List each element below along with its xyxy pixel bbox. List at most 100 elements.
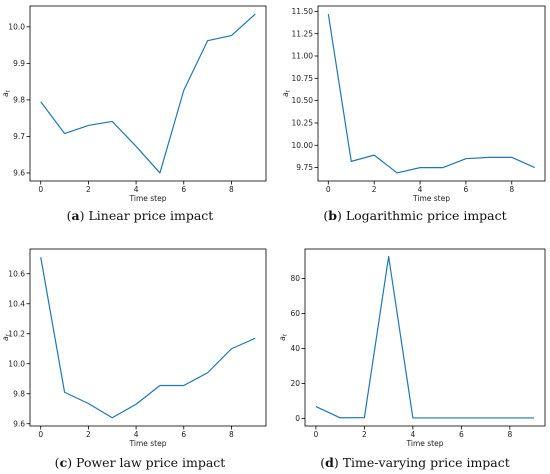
y-tick-label: 9.9 (13, 59, 25, 68)
data-point (112, 417, 113, 418)
y-tick-label: 20 (290, 379, 300, 388)
data-point (442, 167, 443, 168)
chart-panel-b: 0 2 4 6 8 9.75 10.00 10.25 10.50 10.75 11.00 11.25 1… (281, 5, 546, 223)
data-point (388, 256, 389, 257)
y-tick-label: 9.6 (13, 169, 25, 178)
x-axis-label: Time step (406, 439, 444, 448)
y-axis-label: at (1, 333, 12, 341)
x-tick-label: 0 (326, 185, 331, 194)
data-point (488, 157, 489, 158)
data-point (159, 385, 160, 386)
y-tick-label: 9.8 (13, 95, 25, 104)
data-point (419, 167, 420, 168)
panel-caption: (d) Time-varying price impact (320, 455, 510, 470)
data-point (255, 338, 256, 339)
data-point (159, 172, 160, 173)
data-point (509, 417, 510, 418)
data-point (40, 257, 41, 258)
y-tick-label: 10.6 (8, 269, 25, 278)
y-tick-label: 11.50 (292, 7, 314, 16)
data-point (412, 417, 413, 418)
panel-caption: (b) Logarithmic price impact (323, 208, 506, 223)
x-tick-label: 6 (464, 185, 469, 194)
data-point (112, 121, 113, 122)
chart-panel-c: 0 2 4 6 8 9.6 9.8 10.0 10.2 10.4 10.6 Time step at (c… (1, 248, 267, 470)
x-tick-label: 2 (372, 185, 377, 194)
data-point (461, 417, 462, 418)
data-point (207, 40, 208, 41)
x-tick-label: 2 (362, 430, 367, 439)
x-tick-label: 4 (418, 185, 423, 194)
x-tick-label: 6 (181, 430, 186, 439)
x-tick-label: 6 (181, 185, 186, 194)
y-tick-label: 9.7 (13, 132, 25, 141)
x-tick-label: 8 (509, 185, 514, 194)
y-tick-label: 11.00 (292, 52, 314, 61)
series-line (327, 13, 535, 174)
data-point (88, 125, 89, 126)
series-line (40, 13, 256, 174)
data-point (534, 167, 535, 168)
data-point (437, 417, 438, 418)
data-point (135, 146, 136, 147)
x-axis-label: Time step (129, 194, 167, 203)
data-point (364, 417, 365, 418)
y-tick-label: 10.4 (8, 299, 25, 308)
y-axis-label: at (1, 89, 12, 97)
data-point (64, 392, 65, 393)
x-tick-label: 0 (38, 430, 43, 439)
data-point (397, 172, 398, 173)
series-line (315, 255, 535, 419)
x-tick-label: 2 (86, 185, 91, 194)
data-point (533, 417, 534, 418)
data-point (231, 35, 232, 36)
x-tick-label: 4 (134, 185, 139, 194)
x-tick-label: 0 (38, 185, 43, 194)
data-point (511, 157, 512, 158)
series-line (40, 257, 256, 419)
y-tick-label: 10.0 (8, 22, 25, 31)
x-tick-label: 4 (134, 430, 139, 439)
panel-caption: (a) Linear price impact (67, 208, 214, 223)
y-tick-label: 10.50 (292, 96, 314, 105)
data-point (88, 403, 89, 404)
y-tick-label: 10.75 (292, 74, 314, 83)
x-tick-label: 8 (229, 430, 234, 439)
data-point (231, 348, 232, 349)
x-tick-label: 0 (314, 430, 319, 439)
plot-frame (29, 5, 267, 182)
plot-frame (304, 248, 546, 427)
y-tick-label: 10.00 (292, 141, 314, 150)
data-point (374, 155, 375, 156)
plot-frame (317, 5, 546, 182)
data-point (315, 406, 316, 407)
y-tick-label: 9.8 (13, 389, 25, 398)
y-tick-label: 60 (290, 309, 300, 318)
y-tick-label: 9.6 (13, 419, 25, 428)
data-point (351, 161, 352, 162)
y-tick-label: 10.0 (8, 359, 25, 368)
x-tick-label: 6 (459, 430, 464, 439)
y-tick-label: 40 (290, 344, 300, 353)
x-axis-label: Time step (412, 194, 450, 203)
plot-frame (29, 248, 267, 427)
y-tick-label: 0 (295, 414, 300, 423)
data-point (255, 13, 256, 14)
y-tick-label: 10.25 (292, 119, 314, 128)
data-point (183, 90, 184, 91)
y-tick-label: 11.25 (292, 29, 314, 38)
y-axis-label: at (281, 89, 292, 97)
data-point (64, 133, 65, 134)
data-point (340, 417, 341, 418)
panel-caption: (c) Power law price impact (55, 455, 226, 470)
y-axis-label: at (278, 333, 289, 341)
data-point (485, 417, 486, 418)
chart-panel-a: 0 2 4 6 8 9.6 9.7 9.8 9.9 10.0 Time step at (a) Line… (1, 5, 267, 223)
data-point (40, 101, 41, 102)
data-point (135, 404, 136, 405)
y-tick-label: 80 (290, 274, 300, 283)
data-point (183, 385, 184, 386)
data-point (465, 158, 466, 159)
x-tick-label: 8 (229, 185, 234, 194)
